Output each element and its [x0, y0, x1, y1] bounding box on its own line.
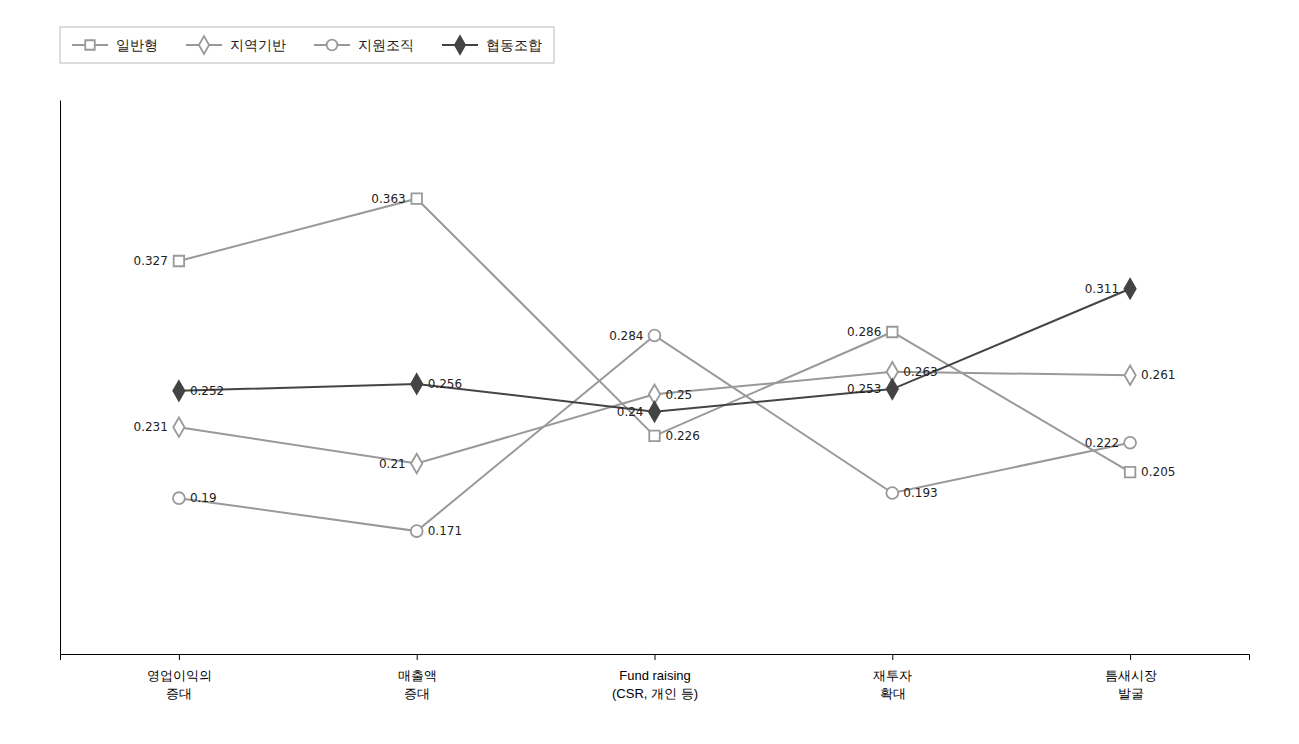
x-tick-label-line: 영업이익의	[147, 668, 212, 683]
series	[173, 362, 1135, 473]
point-marker	[411, 374, 422, 394]
point-marker	[411, 193, 421, 203]
data-label: 0.311	[1085, 282, 1119, 296]
point-marker	[174, 256, 184, 266]
point-marker	[173, 417, 184, 437]
point-marker	[887, 379, 898, 399]
data-label: 0.193	[903, 486, 937, 500]
x-tick-label: Fund raising (CSR, 개인 등)	[612, 668, 698, 701]
x-tick-label-line: Fund raising	[619, 668, 691, 683]
data-label: 0.231	[134, 420, 168, 434]
series-line	[179, 335, 1130, 531]
x-tick: 매출액증대	[398, 654, 437, 701]
data-label: 0.286	[847, 325, 881, 339]
point-marker	[1124, 437, 1136, 449]
x-axis-line	[61, 655, 1250, 661]
x-tick-label-line: (CSR, 개인 등)	[612, 686, 698, 701]
data-label: 0.222	[1085, 436, 1119, 450]
y-axis-line	[60, 101, 61, 655]
data-label: 0.205	[1141, 465, 1175, 479]
data-label: 0.25	[666, 388, 693, 402]
x-tick-label: 틈새시장발굴	[1105, 668, 1157, 701]
series-line	[179, 199, 1130, 473]
point-marker	[411, 525, 423, 537]
x-tick-label-line: 발굴	[1118, 686, 1144, 701]
legend-label: 지원조직	[358, 37, 414, 53]
x-tick-label: 영업이익의증대	[147, 668, 212, 701]
y-axis	[60, 101, 61, 655]
data-label: 0.226	[666, 429, 700, 443]
x-tick-label-line: 매출액	[398, 668, 437, 683]
point-marker	[411, 454, 422, 474]
x-tick-label: 재투자확대	[873, 668, 912, 701]
series-line	[179, 289, 1130, 412]
data-labels: 0.19 0.231 0.252 0.327 0.171 0.21 0.256 0.363 0.…	[134, 192, 1176, 538]
data-label: 0.327	[134, 254, 168, 268]
legend-frame	[60, 27, 554, 63]
point-marker	[649, 330, 661, 342]
legend-marker	[327, 40, 338, 51]
data-label: 0.256	[428, 377, 462, 391]
point-marker	[886, 487, 898, 499]
legend-label: 일반형	[116, 37, 158, 53]
legend-marker	[455, 36, 465, 54]
x-tick-mark	[655, 654, 656, 660]
x-axis: 영업이익의증대매출액증대Fund raising(CSR, 개인 등)재투자확대…	[61, 654, 1250, 701]
legend-item: 협동조합	[442, 36, 542, 54]
data-label: 0.24	[617, 405, 644, 419]
point-marker	[887, 327, 897, 337]
x-tick-label-line: 재투자	[873, 668, 912, 683]
x-tick: 틈새시장발굴	[1105, 654, 1157, 701]
marks	[173, 193, 1136, 537]
legend-marker	[85, 40, 94, 49]
data-label: 0.19	[190, 491, 217, 505]
legend-label: 협동조합	[486, 37, 542, 53]
chart: 영업이익의증대매출액증대Fund raising(CSR, 개인 등)재투자확대…	[0, 0, 1299, 744]
x-tick-label-line: 틈새시장	[1105, 668, 1157, 683]
point-marker	[173, 492, 185, 504]
point-marker	[173, 381, 184, 401]
legend-item: 지원조직	[314, 37, 414, 53]
plot: 영업이익의증대매출액증대Fund raising(CSR, 개인 등)재투자확대…	[61, 101, 1250, 701]
x-tick-label-line: 확대	[880, 686, 906, 701]
x-tick-label: 매출액증대	[398, 668, 437, 701]
series	[173, 279, 1135, 421]
data-label: 0.363	[371, 192, 405, 206]
x-tick: 재투자확대	[873, 654, 912, 701]
data-label: 0.263	[903, 365, 937, 379]
x-tick-label-line: 증대	[166, 686, 192, 701]
data-label: 0.171	[428, 524, 462, 538]
x-tick-mark	[417, 654, 418, 660]
point-marker	[1125, 467, 1135, 477]
data-label: 0.252	[190, 384, 224, 398]
point-marker	[649, 431, 659, 441]
legend: 일반형 지역기반 지원조직 협동조합	[60, 27, 554, 63]
point-marker	[649, 402, 660, 422]
data-label: 0.253	[847, 382, 881, 396]
x-tick-mark	[1130, 654, 1131, 660]
data-label: 0.21	[379, 457, 406, 471]
series	[173, 330, 1136, 537]
series	[174, 193, 1136, 477]
legend-item: 일반형	[72, 37, 158, 53]
data-label: 0.284	[609, 329, 643, 343]
legend-marker	[199, 36, 209, 54]
x-tick-mark	[179, 654, 180, 660]
x-tick: 영업이익의증대	[147, 654, 212, 701]
x-tick-mark	[892, 654, 893, 660]
x-tick: Fund raising (CSR, 개인 등)	[612, 654, 698, 701]
point-marker	[1124, 366, 1135, 386]
series-line	[179, 372, 1130, 464]
legend-label: 지역기반	[230, 37, 286, 53]
legend-item: 지역기반	[186, 36, 286, 54]
data-label: 0.261	[1141, 368, 1175, 382]
x-tick-label-line: 증대	[404, 686, 430, 701]
point-marker	[1124, 279, 1135, 299]
